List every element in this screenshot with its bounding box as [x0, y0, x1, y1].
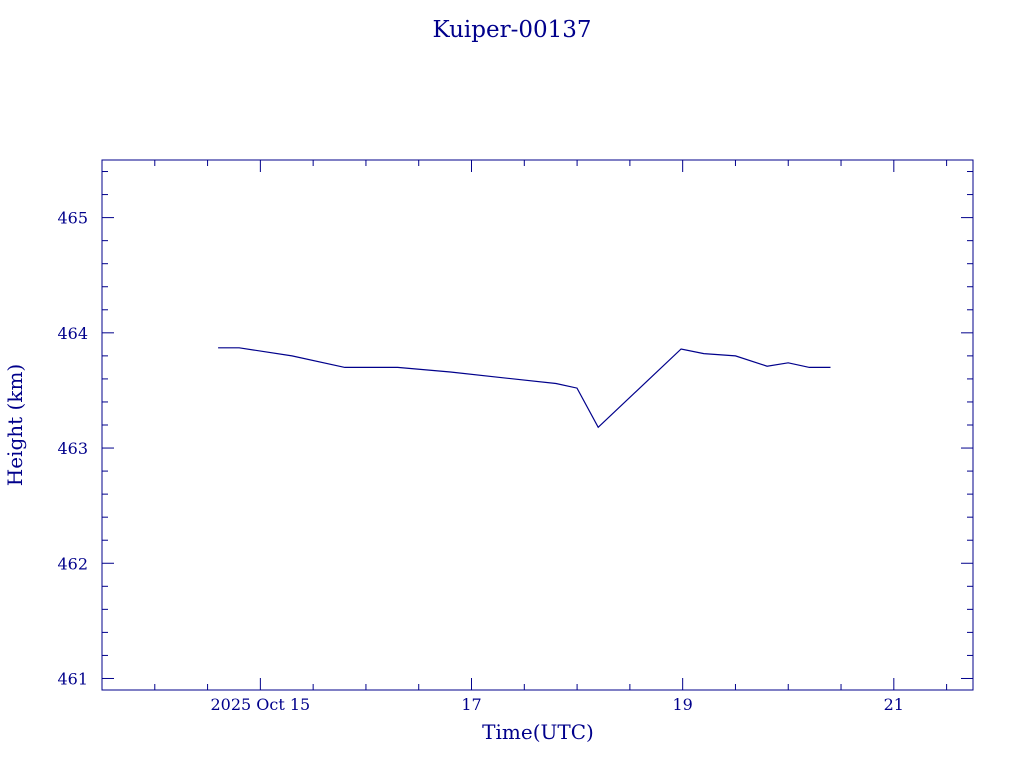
y-tick-label: 463 — [57, 439, 88, 458]
series-line — [218, 347, 831, 429]
plot-frame — [101, 159, 974, 691]
y-tick-label: 464 — [57, 324, 88, 343]
x-tick-label: 21 — [884, 695, 904, 714]
y-axis-label: Height (km) — [3, 364, 27, 486]
y-tick-label: 461 — [57, 669, 88, 688]
y-tick-label: 465 — [57, 209, 88, 228]
x-tick-label: 17 — [461, 695, 481, 714]
x-tick-label: 2025 Oct 15 — [210, 695, 310, 714]
chart-title: Kuiper-00137 — [432, 17, 591, 43]
x-tick-label: 19 — [672, 695, 692, 714]
y-axis: 461 462 463 464 465 — [57, 171, 973, 688]
x-axis: 2025 Oct 15 17 19 21 — [101, 160, 948, 714]
y-tick-label: 462 — [57, 554, 88, 573]
x-axis-label: Time(UTC) — [482, 720, 594, 744]
